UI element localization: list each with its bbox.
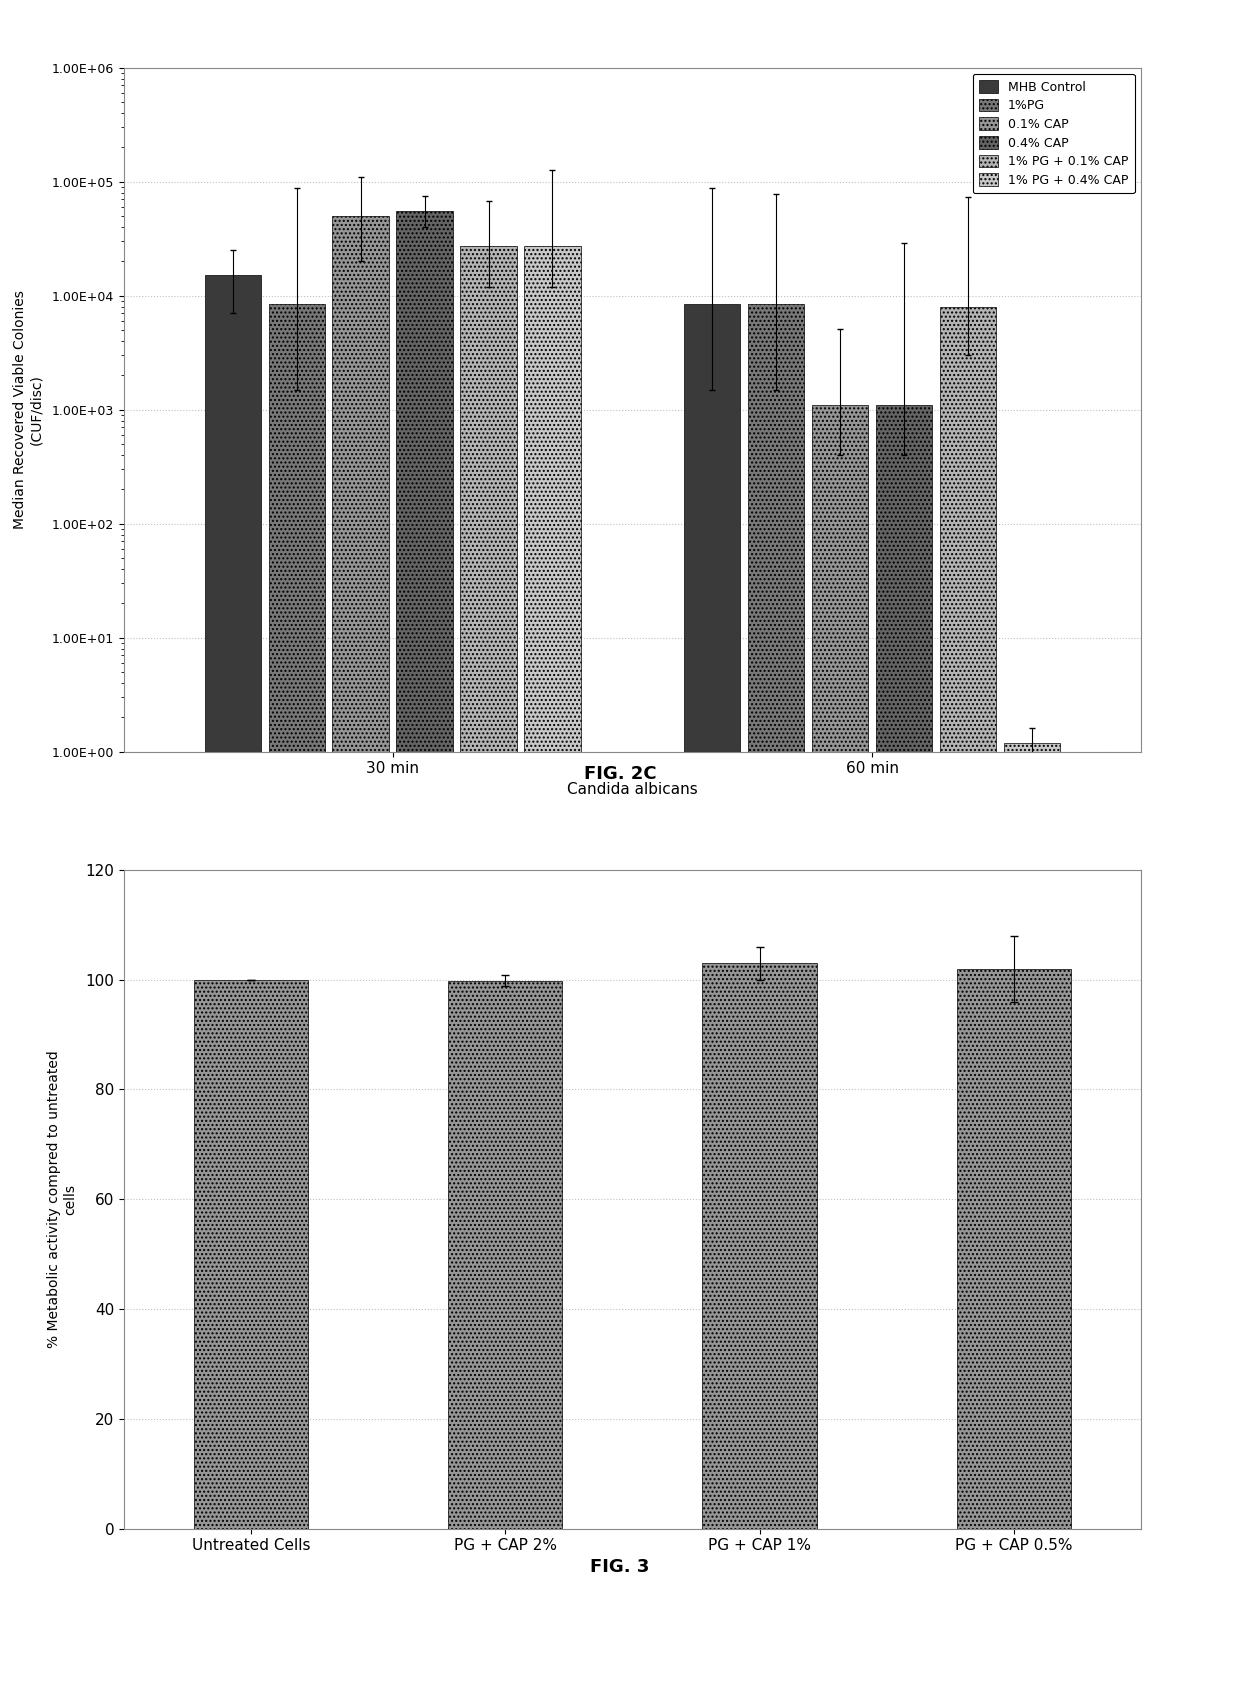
Y-axis label: Median Recovered Viable Colonies
(CUF/disc): Median Recovered Viable Colonies (CUF/di… [14,291,43,529]
Y-axis label: % Metabolic activity compred to untreated
cells: % Metabolic activity compred to untreate… [47,1051,77,1348]
Legend: MHB Control, 1%PG, 0.1% CAP, 0.4% CAP, 1% PG + 0.1% CAP, 1% PG + 0.4% CAP: MHB Control, 1%PG, 0.1% CAP, 0.4% CAP, 1… [973,74,1135,193]
Bar [1004,743,1060,1689]
Bar [460,247,517,1689]
Bar [205,275,260,1689]
Bar [448,981,563,1529]
Bar [684,304,740,1689]
Bar [193,980,309,1529]
Bar [940,307,996,1689]
Text: FIG. 3: FIG. 3 [590,1559,650,1576]
Text: FIG. 2C: FIG. 2C [584,765,656,782]
Bar [397,211,453,1689]
Bar [812,405,868,1689]
Bar [332,216,389,1689]
Bar [702,963,817,1529]
Bar [269,304,325,1689]
X-axis label: Candida albicans: Candida albicans [567,782,698,797]
Bar [525,247,580,1689]
Bar [875,405,932,1689]
Bar [956,969,1071,1529]
Bar [748,304,805,1689]
